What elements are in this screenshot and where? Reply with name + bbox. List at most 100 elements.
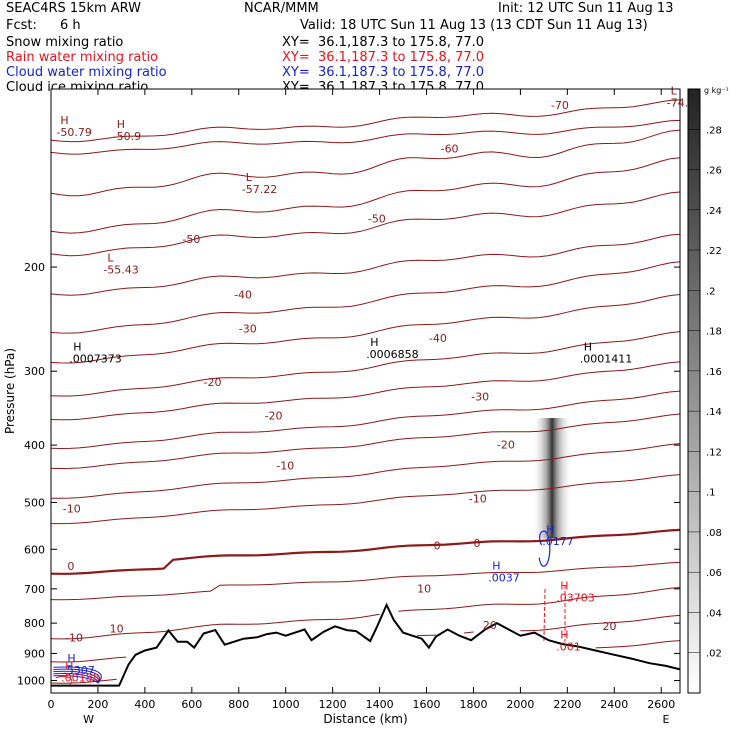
isotherm--10 (51, 443, 681, 499)
extremum-value: .0177 (542, 535, 574, 548)
extremum-marker: H (67, 652, 75, 665)
extremum-marker: H (60, 114, 68, 127)
x-tick-label: 1800 (459, 698, 487, 711)
contour-label: -10 (276, 460, 294, 473)
colorbar (687, 88, 701, 694)
y-tick-label: 500 (24, 496, 45, 509)
cloud-water-contour (53, 668, 101, 684)
isotherm--45 (50, 233, 681, 296)
isotherm--5 (51, 474, 681, 525)
contour-label: -40 (234, 288, 252, 301)
colorbar-tick-label: .2 (706, 286, 716, 297)
contour-label: -20 (265, 409, 283, 422)
y-tick-label: 300 (24, 365, 45, 378)
isotherm--30 (50, 331, 681, 397)
y-tick-label: 800 (24, 617, 45, 630)
contour-label: -10 (63, 502, 81, 515)
forecast-label: Fcst: (6, 18, 37, 33)
extremum-marker: L (107, 251, 114, 264)
colorbar-tick-label: .04 (706, 608, 722, 619)
colorbar-tick-label: .18 (706, 327, 722, 338)
extremum-marker: H (560, 579, 568, 592)
x-tick-label: 0 (48, 698, 55, 711)
x-tick-label: 200 (87, 698, 108, 711)
contour-label: -50 (368, 212, 386, 225)
colorbar-tick-label: .26 (706, 166, 722, 177)
organization-label: NCAR/MMM (244, 1, 319, 16)
extremum-marker: H (584, 340, 592, 353)
contour-label: 20 (483, 619, 497, 632)
isotherm-20 (50, 640, 681, 684)
contour-label: 0 (473, 537, 480, 550)
x-tick-label: 2000 (506, 698, 534, 711)
field-xy-cloud-water: XY= 36.1,187.3 to 175.8, 77.0 (282, 65, 485, 80)
colorbar-tick-label: .08 (706, 528, 722, 539)
y-tick-label: 700 (24, 583, 45, 596)
colorbar-tick-label: .16 (706, 367, 722, 378)
isotherm-15 (50, 614, 681, 663)
cloud-water-contour (53, 675, 99, 684)
ice-mixing-ratio-shading (532, 418, 573, 539)
isotherm--55 (50, 157, 681, 234)
contour-label: 10 (417, 582, 431, 595)
contour-label: 10 (110, 623, 124, 636)
x-tick-label: 1600 (413, 698, 441, 711)
x-tick-label: 400 (134, 698, 155, 711)
field-name-snow: Snow mixing ratio (6, 35, 124, 50)
extremum-value: .001 (556, 641, 581, 654)
isotherm--60 (50, 129, 681, 197)
colorbar-tick-label: .06 (706, 568, 722, 579)
field-xy-snow: XY= 36.1,187.3 to 175.8, 77.0 (282, 35, 485, 50)
colorbar-tick-label: .02 (706, 649, 722, 660)
y-tick-label: 1000 (17, 674, 45, 687)
extremum-value: -50.79 (56, 126, 91, 139)
isotherm--70 (50, 99, 681, 143)
east-label: E (662, 713, 669, 726)
extremum-marker: H (73, 340, 81, 353)
extremum-marker: H (492, 559, 500, 572)
x-tick-label: 1000 (272, 698, 300, 711)
forecast-hour: 6 h (60, 18, 81, 33)
isotherm-5 (50, 561, 681, 601)
colorbar-tick-label: .1 (706, 488, 716, 499)
init-time: Init: 12 UTC Sun 11 Aug 13 (498, 1, 674, 16)
field-name-rain: Rain water mixing ratio (6, 50, 159, 65)
contour-label: -30 (239, 322, 257, 335)
x-tick-label: 2400 (600, 698, 628, 711)
model-title: SEAC4RS 15km ARW (6, 1, 142, 16)
extremum-value: .0001411 (580, 352, 633, 365)
extremum-value: .0007373 (69, 352, 122, 365)
rain-water-contour (55, 676, 73, 685)
field-xy-rain: XY= 36.1,187.3 to 175.8, 77.0 (282, 50, 485, 65)
isotherm-10 (50, 587, 681, 640)
cloud-water-contour (538, 530, 551, 567)
y-axis-title: Pressure (hPa) (3, 348, 17, 434)
cloud-water-contour (53, 670, 99, 684)
field-name-cloud-water: Cloud water mixing ratio (6, 65, 167, 80)
extremum-value: .0006858 (366, 348, 419, 361)
x-axis-title: Distance (km) (323, 712, 407, 726)
extremum-marker: H (117, 118, 125, 131)
contour-label: 20 (603, 620, 617, 633)
extremum-marker: L (671, 84, 678, 97)
contour-label: -10 (65, 632, 83, 645)
isotherm--15 (50, 413, 681, 470)
extremum-value: -50.9 (113, 130, 141, 143)
contour-label: -10 (469, 492, 487, 505)
extremum-marker: H (546, 523, 554, 536)
contour-label: -50 (182, 233, 200, 246)
y-tick-label: 400 (24, 439, 45, 452)
y-tick-label: 600 (24, 543, 45, 556)
extremum-marker: L (246, 171, 253, 184)
x-tick-label: 1400 (366, 698, 394, 711)
west-label: W (83, 713, 94, 726)
contour-label: 0 (434, 539, 441, 552)
contour-label: -30 (471, 390, 489, 403)
contour-label: -20 (204, 376, 222, 389)
contour-label: -20 (497, 438, 515, 451)
extremum-value: .03703 (556, 591, 595, 604)
plot-frame (50, 88, 681, 694)
isotherm-0 (50, 528, 681, 575)
valid-time: Valid: 18 UTC Sun 11 Aug 13 (13 CDT Sun … (300, 18, 648, 33)
cloud-water-contour (53, 672, 99, 684)
